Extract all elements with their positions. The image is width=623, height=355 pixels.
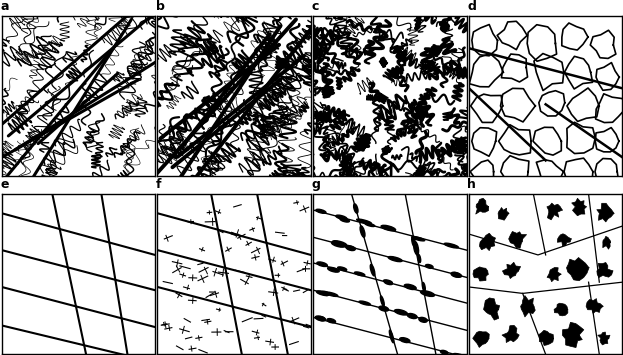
Ellipse shape [317, 262, 327, 267]
Polygon shape [547, 203, 563, 220]
Text: a: a [0, 0, 9, 13]
Ellipse shape [336, 215, 347, 219]
Ellipse shape [316, 209, 326, 213]
Ellipse shape [440, 350, 448, 354]
Ellipse shape [345, 245, 356, 249]
Text: c: c [312, 0, 319, 13]
Polygon shape [473, 267, 488, 281]
Text: f: f [156, 178, 161, 191]
Ellipse shape [426, 264, 433, 268]
Polygon shape [597, 262, 613, 278]
Polygon shape [502, 326, 519, 343]
Ellipse shape [340, 218, 350, 222]
Ellipse shape [394, 310, 407, 315]
Ellipse shape [333, 241, 346, 246]
Ellipse shape [321, 291, 330, 295]
Polygon shape [603, 236, 611, 249]
Polygon shape [476, 198, 488, 214]
Ellipse shape [365, 223, 375, 226]
Ellipse shape [346, 246, 355, 251]
Ellipse shape [359, 301, 371, 305]
Ellipse shape [389, 330, 394, 343]
Ellipse shape [327, 318, 336, 323]
Ellipse shape [388, 257, 402, 262]
Polygon shape [503, 262, 521, 279]
Ellipse shape [360, 226, 365, 237]
Ellipse shape [418, 255, 421, 262]
Ellipse shape [444, 243, 459, 248]
Ellipse shape [407, 313, 417, 318]
Ellipse shape [318, 317, 325, 321]
Polygon shape [521, 296, 535, 317]
Polygon shape [539, 331, 554, 345]
Ellipse shape [381, 296, 384, 306]
Ellipse shape [454, 354, 467, 355]
Polygon shape [572, 198, 586, 216]
Polygon shape [554, 303, 568, 316]
Ellipse shape [316, 291, 329, 296]
Text: d: d [467, 0, 477, 13]
Polygon shape [586, 299, 603, 313]
Polygon shape [483, 298, 500, 320]
Ellipse shape [356, 219, 371, 224]
Polygon shape [498, 208, 509, 220]
Ellipse shape [400, 338, 410, 343]
Text: g: g [312, 178, 321, 191]
Ellipse shape [381, 225, 396, 231]
Ellipse shape [384, 281, 392, 285]
Polygon shape [547, 267, 561, 282]
Polygon shape [480, 233, 495, 251]
Ellipse shape [421, 291, 434, 296]
Polygon shape [558, 234, 571, 246]
Ellipse shape [404, 284, 416, 290]
Polygon shape [473, 331, 489, 348]
Text: b: b [156, 0, 165, 13]
Ellipse shape [412, 237, 425, 241]
Ellipse shape [412, 236, 416, 247]
Ellipse shape [370, 264, 375, 276]
Ellipse shape [315, 316, 325, 321]
Ellipse shape [451, 272, 460, 277]
Ellipse shape [379, 306, 389, 311]
Polygon shape [597, 332, 610, 345]
Polygon shape [563, 322, 584, 348]
Ellipse shape [338, 267, 346, 271]
Ellipse shape [354, 272, 365, 276]
Ellipse shape [331, 241, 345, 247]
Polygon shape [566, 257, 589, 281]
Ellipse shape [419, 317, 427, 322]
Polygon shape [509, 231, 526, 248]
Polygon shape [597, 203, 614, 222]
Ellipse shape [328, 267, 340, 272]
Ellipse shape [354, 204, 358, 213]
Ellipse shape [452, 273, 462, 277]
Text: h: h [467, 178, 477, 191]
Ellipse shape [325, 292, 338, 296]
Ellipse shape [414, 241, 419, 255]
Ellipse shape [422, 283, 426, 291]
Text: e: e [0, 178, 9, 191]
Ellipse shape [384, 280, 392, 284]
